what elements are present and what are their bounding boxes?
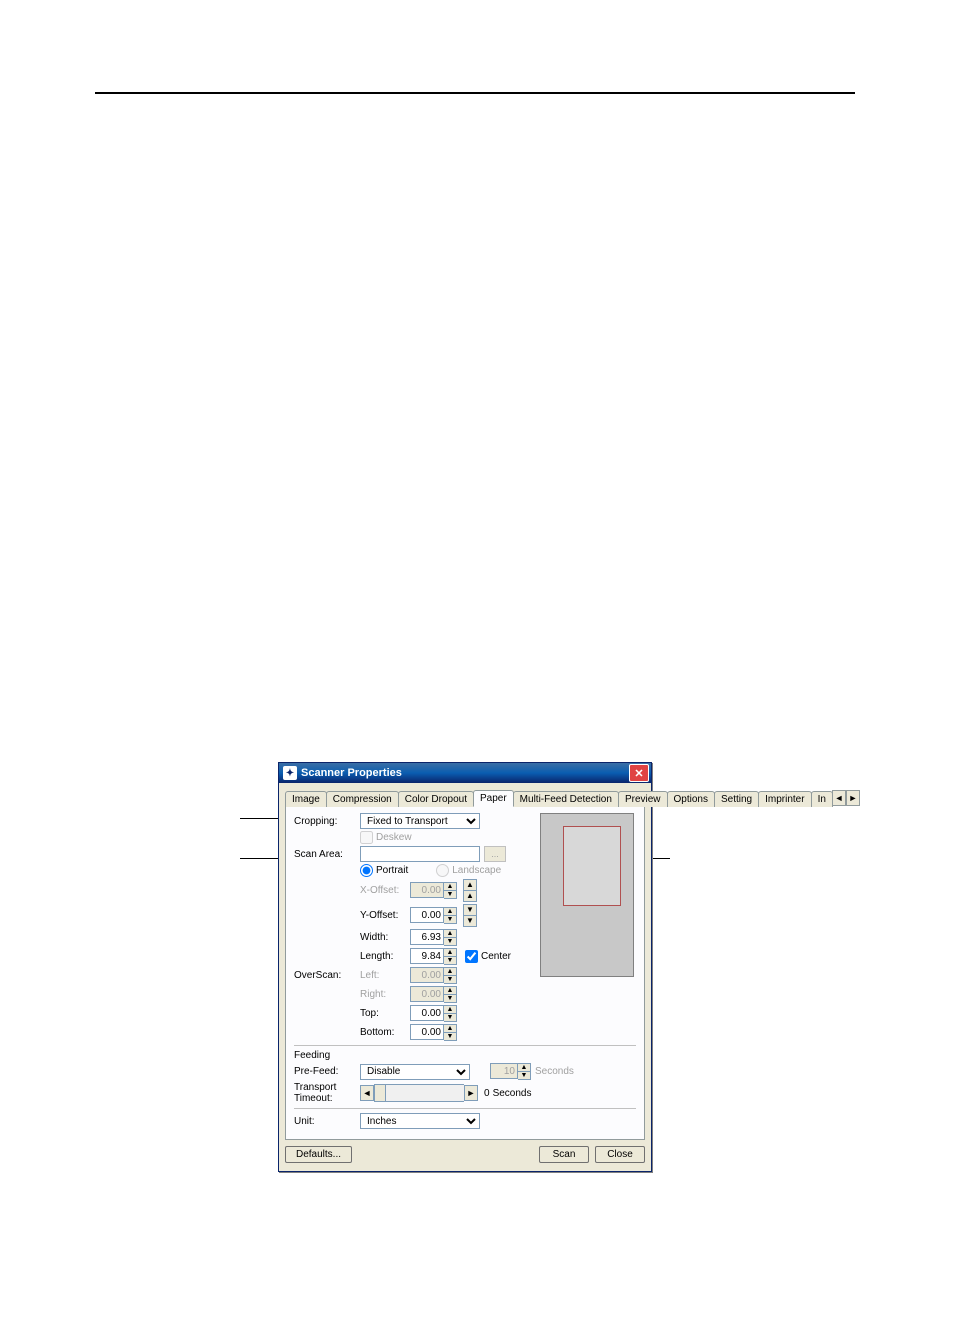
length-spinner[interactable]: ▲▼ [444, 948, 457, 965]
row-top: Top: ▲▼ [360, 1005, 636, 1022]
page-divider [95, 92, 855, 94]
center-label: Center [481, 951, 511, 962]
timeout-slider-rail[interactable] [374, 1084, 464, 1102]
width-spinner[interactable]: ▲▼ [444, 929, 457, 946]
left-input [410, 967, 444, 983]
app-icon: ✦ [283, 766, 297, 780]
overscan-label: OverScan: [294, 970, 360, 981]
window-title: Scanner Properties [301, 767, 629, 779]
x-offset-label: X-Offset: [360, 885, 410, 896]
tab-image[interactable]: Image [285, 791, 327, 807]
right-input [410, 986, 444, 1002]
bottom-spinner[interactable]: ▲▼ [444, 1024, 457, 1041]
timeout-label: Transport Timeout: [294, 1082, 360, 1104]
tab-scroll-buttons: ◄ ► [832, 790, 860, 806]
tab-compression[interactable]: Compression [326, 791, 399, 807]
scan-area-label: Scan Area: [294, 849, 360, 860]
bottom-input[interactable] [410, 1024, 444, 1040]
timeout-value: 0 [484, 1088, 490, 1099]
tab-setting[interactable]: Setting [714, 791, 759, 807]
tab-scroll-left-icon[interactable]: ◄ [832, 790, 846, 806]
scan-button[interactable]: Scan [539, 1146, 589, 1163]
top-label: Top: [360, 1008, 410, 1019]
scanner-properties-dialog: ✦ Scanner Properties ✕ Image Compression… [278, 762, 652, 1172]
tab-imprinter[interactable]: Imprinter [758, 791, 811, 807]
cropping-label: Cropping: [294, 816, 360, 827]
left-spinner: ▲▼ [444, 967, 457, 984]
length-input[interactable] [410, 948, 444, 964]
deskew-label: Deskew [376, 832, 412, 843]
x-offset-spinner: ▲▼ [444, 882, 457, 899]
close-button[interactable]: Close [595, 1146, 645, 1163]
length-label: Length: [360, 951, 410, 962]
timeout-unit: Seconds [493, 1088, 532, 1099]
timeout-slider[interactable]: ◄ ► [360, 1085, 478, 1101]
width-input[interactable] [410, 929, 444, 945]
divider-feeding [294, 1045, 636, 1046]
unit-label: Unit: [294, 1116, 360, 1127]
y-offset-input[interactable] [410, 907, 444, 923]
paper-tab-body: Cropping: Fixed to Transport Deskew Scan… [285, 807, 645, 1140]
landscape-label: Landscape [452, 865, 501, 876]
row-prefeed: Pre-Feed: Disable ▲▼ Seconds [294, 1063, 636, 1080]
defaults-button[interactable]: Defaults... [285, 1146, 352, 1163]
tab-scroll-right-icon[interactable]: ► [846, 790, 860, 806]
row-unit: Unit: Inches [294, 1113, 636, 1129]
scan-area-combo[interactable]: ISO B5 - 176 x 250 mm [360, 846, 480, 862]
cropping-combo[interactable]: Fixed to Transport [360, 813, 480, 829]
x-offset-input [410, 882, 444, 898]
preview-page-rect [563, 826, 621, 906]
offset-arrows-down[interactable]: ▼▼ [463, 904, 477, 927]
timeout-slider-right-icon[interactable]: ► [464, 1085, 478, 1101]
scan-area-add-button: ... [484, 846, 506, 862]
unit-combo[interactable]: Inches [360, 1113, 480, 1129]
tab-strip: Image Compression Color Dropout Paper Mu… [285, 789, 645, 807]
tab-more[interactable]: In [811, 791, 833, 807]
row-bottom: Bottom: ▲▼ [360, 1024, 636, 1041]
close-icon[interactable]: ✕ [629, 764, 649, 782]
center-checkbox[interactable] [465, 950, 478, 963]
left-label: Left: [360, 970, 410, 981]
feeding-group-label: Feeding [294, 1050, 636, 1061]
y-offset-spinner[interactable]: ▲▼ [444, 907, 457, 924]
top-spinner[interactable]: ▲▼ [444, 1005, 457, 1022]
width-label: Width: [360, 932, 410, 943]
deskew-checkbox [360, 831, 373, 844]
divider-unit [294, 1108, 636, 1109]
row-timeout: Transport Timeout: ◄ ► 0 Seconds [294, 1082, 636, 1104]
prefeed-seconds-input [490, 1063, 518, 1079]
tab-options[interactable]: Options [667, 791, 715, 807]
right-label: Right: [360, 989, 410, 1000]
bottom-label: Bottom: [360, 1027, 410, 1038]
row-right: Right: ▲▼ [360, 986, 636, 1003]
prefeed-combo[interactable]: Disable [360, 1064, 470, 1080]
prefeed-seconds-unit: Seconds [535, 1066, 574, 1077]
right-spinner: ▲▼ [444, 986, 457, 1003]
dialog-button-row: Defaults... Scan Close [285, 1146, 645, 1163]
offset-arrows-up[interactable]: ▲▲ [463, 879, 477, 902]
prefeed-seconds-spinner: ▲▼ [518, 1063, 531, 1080]
tab-color-dropout[interactable]: Color Dropout [398, 791, 474, 807]
tab-multifeed[interactable]: Multi-Feed Detection [513, 791, 619, 807]
timeout-slider-thumb[interactable] [374, 1084, 386, 1102]
portrait-label: Portrait [376, 865, 408, 876]
tab-preview[interactable]: Preview [618, 791, 668, 807]
top-input[interactable] [410, 1005, 444, 1021]
title-bar: ✦ Scanner Properties ✕ [279, 763, 651, 783]
timeout-slider-left-icon[interactable]: ◄ [360, 1085, 374, 1101]
prefeed-label: Pre-Feed: [294, 1066, 360, 1077]
y-offset-label: Y-Offset: [360, 910, 410, 921]
landscape-radio [436, 864, 449, 877]
tab-paper[interactable]: Paper [473, 790, 514, 807]
page-preview [540, 813, 634, 977]
portrait-radio[interactable] [360, 864, 373, 877]
